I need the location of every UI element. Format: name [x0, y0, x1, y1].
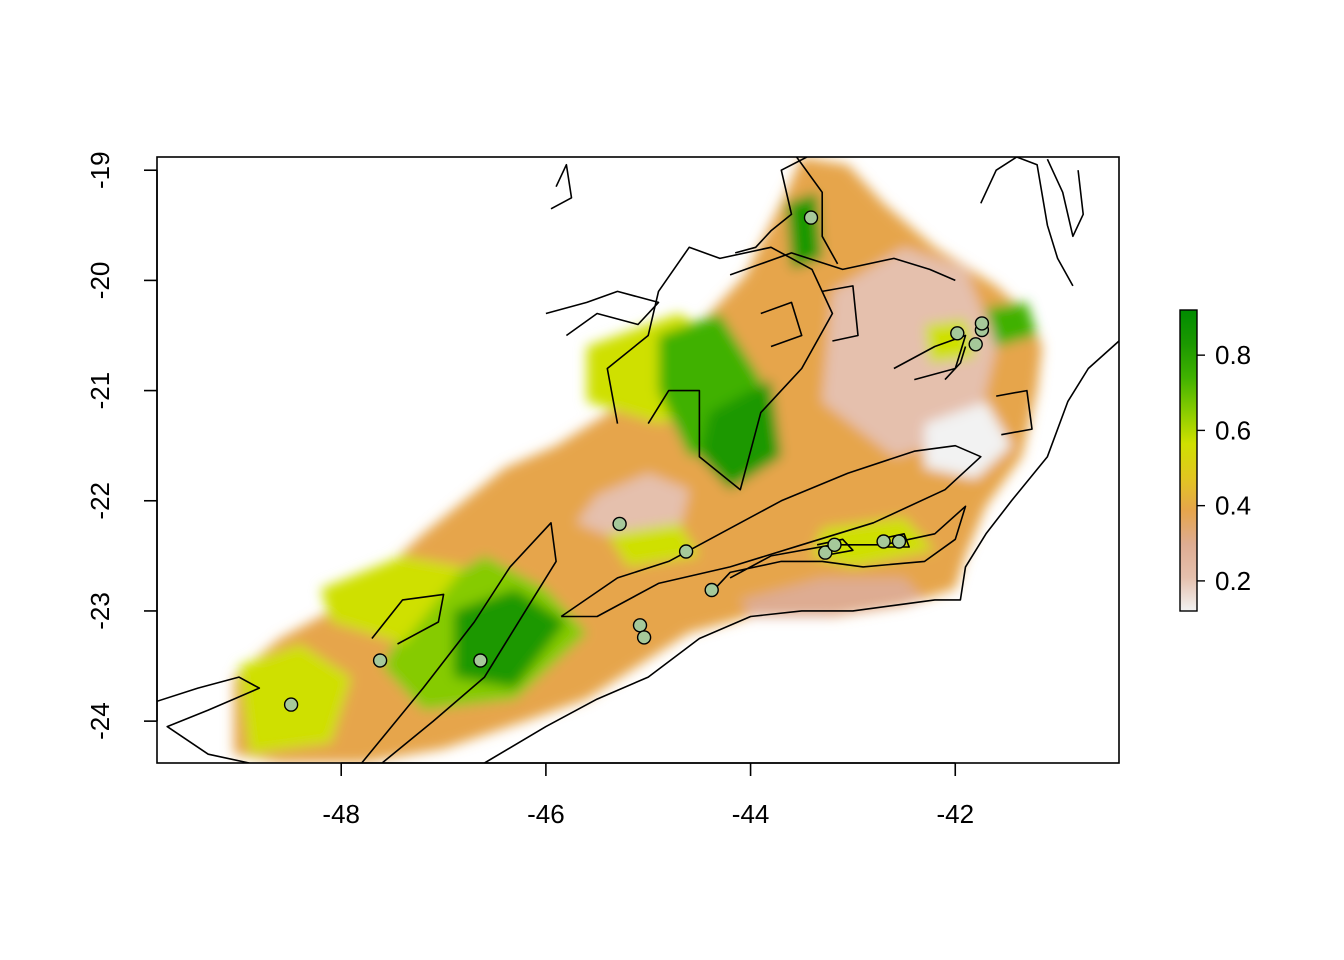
- occurrence-point: [283, 697, 299, 712]
- region-outlines: [157, 157, 1119, 763]
- legend-tick-label: 0.6: [1215, 415, 1251, 445]
- legend-tick-label: 0.2: [1215, 566, 1251, 596]
- occurrence-point: [612, 516, 627, 532]
- raster-patch-1: [822, 247, 997, 457]
- x-tick-label: -46: [527, 799, 565, 829]
- occurrence-point: [968, 337, 983, 352]
- occurrence-point: [473, 653, 488, 668]
- occurrence-point: [891, 534, 907, 549]
- occurrence-point: [678, 544, 694, 559]
- outline-20: [944, 346, 967, 381]
- outline-3: [484, 340, 1119, 763]
- occurrence-point: [803, 210, 819, 225]
- occurrence-points: [283, 210, 990, 712]
- outline-16: [795, 157, 839, 265]
- outline-7: [822, 285, 859, 342]
- occurrence-point: [827, 537, 842, 552]
- outline-14: [729, 252, 956, 282]
- occurrence-point: [950, 326, 965, 341]
- raster-patch-12: [320, 555, 464, 644]
- raster-patch-13: [607, 522, 700, 567]
- legend-tick-label: 0.4: [1215, 491, 1251, 521]
- occurrence-point: [818, 545, 833, 560]
- outline-13: [545, 290, 660, 337]
- occurrence-point: [704, 582, 719, 598]
- y-tick-label: -22: [85, 482, 115, 520]
- occurrence-point: [632, 618, 648, 633]
- x-tick-label: -48: [322, 799, 360, 829]
- outline-1: [361, 522, 557, 763]
- outline-5: [606, 246, 834, 491]
- occurrence-point: [372, 653, 388, 668]
- raster-patch-2: [924, 401, 1012, 479]
- outline-2: [371, 593, 445, 645]
- legend-tick-label: 0.8: [1215, 340, 1251, 370]
- raster-patch-14: [812, 517, 935, 567]
- x-axis: -48 -46 -44 -42: [322, 762, 974, 829]
- y-tick-label: -20: [85, 262, 115, 300]
- outline-9: [996, 389, 1033, 436]
- x-tick-label: -44: [732, 799, 770, 829]
- outline-18: [1046, 158, 1084, 238]
- outline-17: [980, 157, 1074, 287]
- outline-6: [760, 301, 803, 348]
- color-legend: 0.2 0.4 0.6 0.8: [1179, 309, 1251, 612]
- y-tick-label: -19: [85, 151, 115, 189]
- occurrence-point: [876, 534, 891, 549]
- outline-4: [560, 444, 982, 618]
- y-axis: -19 -20 -21 -22 -23 -24: [85, 151, 158, 740]
- x-tick-label: -42: [936, 799, 974, 829]
- occurrence-point: [636, 630, 652, 645]
- occurrence-point: [974, 316, 990, 331]
- y-tick-label: -24: [85, 702, 115, 740]
- y-tick-label: -21: [85, 372, 115, 410]
- outline-8: [893, 334, 967, 381]
- outline-15: [734, 157, 808, 254]
- y-tick-label: -23: [85, 592, 115, 630]
- raster-patch-6: [699, 379, 782, 490]
- raster-surface: [233, 157, 1043, 763]
- raster-patch-8: [986, 302, 1038, 347]
- suitability-raster: [233, 157, 1043, 763]
- outline-19: [550, 163, 573, 210]
- raster-patch-0: [576, 473, 690, 540]
- raster-base: [233, 157, 1043, 763]
- legend-colorbar: [1179, 309, 1198, 612]
- outline-0: [157, 676, 261, 763]
